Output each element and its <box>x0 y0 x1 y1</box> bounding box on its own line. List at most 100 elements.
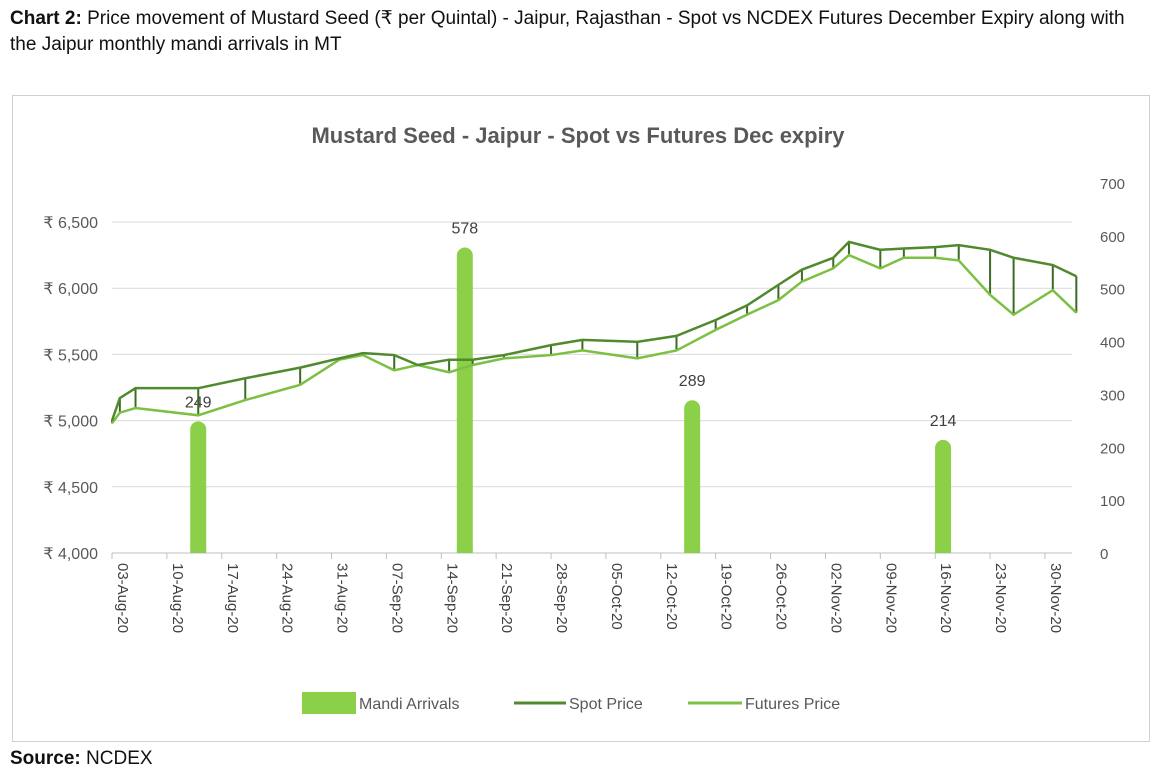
x-tick-label: 31-Aug-20 <box>334 563 351 633</box>
spot-price-point <box>801 269 803 271</box>
futures-price-point <box>1013 314 1015 316</box>
bar-data-label: 214 <box>930 413 957 430</box>
y-left-tick-label: ₹ 4,000 <box>43 546 98 563</box>
futures-price-point <box>879 267 881 269</box>
futures-price-point <box>362 354 364 356</box>
bar-data-label: 578 <box>451 220 478 237</box>
x-tick-label: 05-Oct-20 <box>608 563 625 630</box>
source-note: Source: NCDEX <box>10 748 153 770</box>
spot-price-point <box>636 341 638 343</box>
chart-caption: Chart 2: Price movement of Mustard Seed … <box>10 6 1150 58</box>
futures-price-point <box>550 354 552 356</box>
y-left-tick-label: ₹ 6,000 <box>43 281 98 298</box>
spot-price-point <box>135 387 137 389</box>
futures-price-point <box>903 257 905 259</box>
x-tick-label: 23-Nov-20 <box>992 563 1009 633</box>
x-tick-label: 21-Sep-20 <box>498 563 515 633</box>
x-tick-label: 28-Sep-20 <box>553 563 570 633</box>
source-value: NCDEX <box>86 748 153 769</box>
futures-price-point <box>448 371 450 373</box>
spot-price-point <box>1013 257 1015 259</box>
spot-price-point <box>503 354 505 356</box>
futures-price-point <box>135 407 137 409</box>
futures-price-point <box>715 329 717 331</box>
futures-price-point <box>472 364 474 366</box>
y-right-tick-label: 100 <box>1100 493 1125 510</box>
y-right-tick-label: 200 <box>1100 440 1125 457</box>
x-tick-label: 30-Nov-20 <box>1047 563 1064 633</box>
futures-price-point <box>636 357 638 359</box>
x-tick-label: 14-Sep-20 <box>443 563 460 633</box>
legend-label-arrivals: Mandi Arrivals <box>359 696 459 713</box>
x-tick-label: 26-Oct-20 <box>773 563 790 630</box>
legend: Mandi Arrivals Spot Price Futures Price <box>302 692 840 714</box>
futures-price-point <box>503 357 505 359</box>
x-tick-label: 07-Sep-20 <box>388 563 405 633</box>
futures-price-point <box>777 299 779 301</box>
legend-label-spot: Spot Price <box>569 696 643 713</box>
chart-frame <box>12 95 1150 742</box>
futures-price-point <box>848 254 850 256</box>
futures-price-point <box>244 399 246 401</box>
futures-price-point <box>801 281 803 283</box>
x-tick-label: 09-Nov-20 <box>882 563 899 633</box>
y-right-tick-label: 300 <box>1100 387 1125 404</box>
spot-price-point <box>746 304 748 306</box>
futures-price-point <box>393 369 395 371</box>
spot-price-point <box>244 377 246 379</box>
y-right-tick-label: 700 <box>1100 176 1125 193</box>
spot-price-point <box>879 249 881 251</box>
spot-price-point <box>393 354 395 356</box>
x-tick-label: 19-Oct-20 <box>718 563 735 630</box>
legend-label-futures: Futures Price <box>745 696 840 713</box>
spot-price-point <box>581 339 583 341</box>
y-right-tick-label: 500 <box>1100 282 1125 299</box>
bar-base <box>935 545 952 553</box>
spot-price-point <box>197 387 199 389</box>
futures-price-point <box>675 349 677 351</box>
spot-price-point <box>777 284 779 286</box>
bar-base <box>456 545 473 553</box>
caption-prefix: Chart 2: <box>10 8 82 29</box>
futures-price-point <box>958 259 960 261</box>
legend-swatch-arrivals <box>302 692 356 714</box>
x-tick-label: 17-Aug-20 <box>224 563 241 633</box>
bar-mandi-arrivals <box>684 400 701 553</box>
spot-price-point <box>1075 275 1077 277</box>
spot-price-point <box>362 352 364 354</box>
spot-price-point <box>848 241 850 243</box>
x-tick-label: 16-Nov-20 <box>937 563 954 633</box>
caption-text: Price movement of Mustard Seed (₹ per Qu… <box>10 8 1125 55</box>
futures-price-point <box>581 349 583 351</box>
spot-price-point <box>934 246 936 248</box>
spot-price-point <box>472 359 474 361</box>
x-tick-label: 12-Oct-20 <box>663 563 680 630</box>
spot-price-point <box>715 319 717 321</box>
spot-price-point <box>111 420 113 422</box>
futures-price-point <box>989 294 991 296</box>
spot-price-point <box>299 367 301 369</box>
y-left-tick-label: ₹ 4,500 <box>43 480 98 497</box>
futures-price-point <box>1052 289 1054 291</box>
spot-price-point <box>550 344 552 346</box>
futures-price-point <box>197 414 199 416</box>
x-tick-label: 10-Aug-20 <box>169 563 186 633</box>
futures-price-point <box>111 422 113 424</box>
spot-price-point <box>675 335 677 337</box>
bar-mandi-arrivals <box>935 439 952 553</box>
spot-price-point <box>448 359 450 361</box>
bar-base <box>190 545 207 553</box>
spot-price-point <box>832 257 834 259</box>
chart-title: Mustard Seed - Jaipur - Spot vs Futures … <box>311 123 845 148</box>
bar-mandi-arrivals <box>456 247 473 553</box>
source-label: Source: <box>10 748 81 769</box>
spot-price-line <box>110 240 1077 422</box>
y-left-tick-label: ₹ 6,500 <box>43 215 98 232</box>
spot-price-point <box>417 364 419 366</box>
y-right-tick-label: 0 <box>1100 546 1108 563</box>
spot-price-point <box>989 249 991 251</box>
spot-price-point <box>958 244 960 246</box>
futures-price-point <box>119 412 121 414</box>
spot-price-point <box>903 247 905 249</box>
